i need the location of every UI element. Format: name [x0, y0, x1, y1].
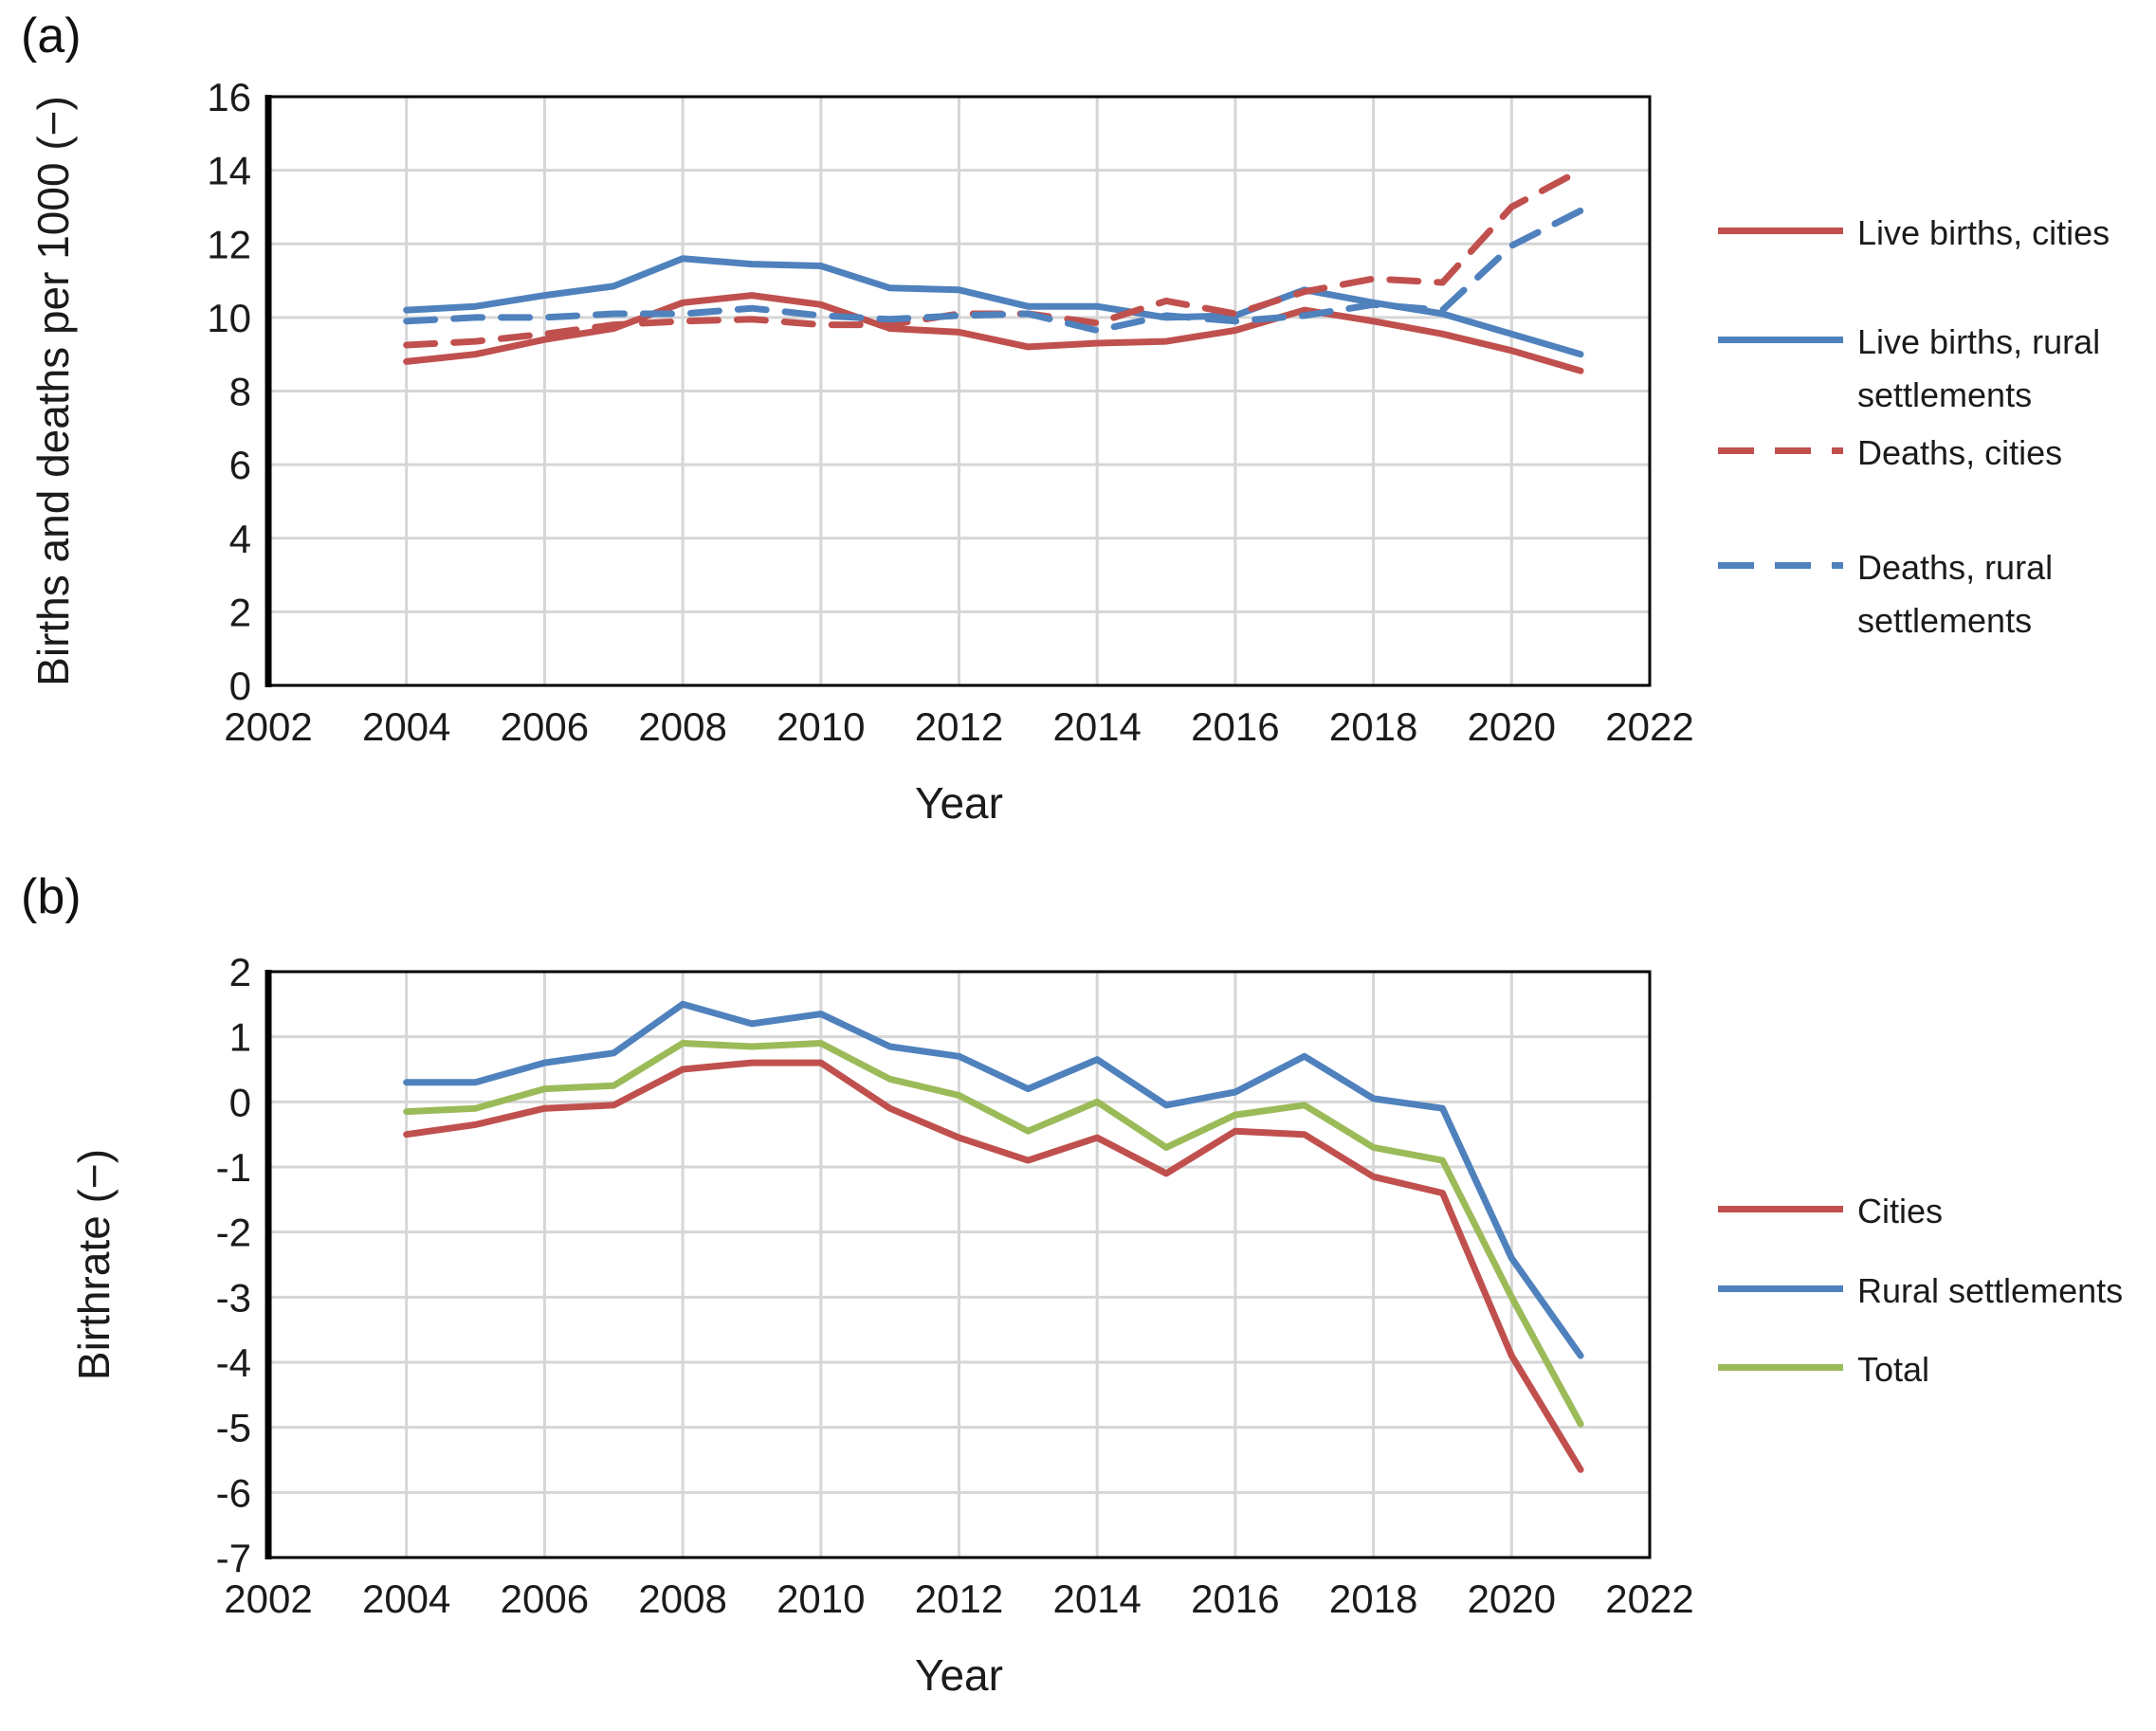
series-line-0 — [403, 292, 1584, 374]
legend-label: Live births, rural settlements — [1857, 322, 2101, 414]
series-line-1 — [403, 1000, 1584, 1359]
y-tick-label: 0 — [229, 1080, 251, 1124]
series-line-0 — [403, 1059, 1584, 1473]
x-tick-label: 2022 — [1605, 704, 1693, 749]
y-axis-title: Births and deaths per 1000 (−) — [28, 96, 78, 686]
x-tick-label: 2008 — [638, 704, 726, 749]
y-tick-label: 2 — [229, 950, 251, 994]
x-tick-label: 2012 — [915, 1576, 1003, 1621]
panel-b-tag: (b) — [21, 869, 82, 924]
y-tick-label: 12 — [207, 222, 251, 266]
x-tick-label: 2022 — [1605, 1576, 1693, 1621]
x-tick-label: 2004 — [362, 704, 450, 749]
legend-label: Deaths, cities — [1857, 433, 2063, 472]
y-tick-label: 1 — [229, 1015, 251, 1060]
series-line-1 — [403, 255, 1584, 358]
y-tick-label: 14 — [207, 149, 251, 193]
x-tick-label: 2018 — [1329, 704, 1417, 749]
series-line-2 — [403, 1040, 1584, 1428]
x-axis-title: Year — [915, 778, 1003, 828]
x-tick-label: 2006 — [501, 704, 589, 749]
legend-label: Cities — [1857, 1192, 1944, 1230]
y-axis-title: Birthrate (−) — [69, 1149, 119, 1380]
legend-item-live-births-rural: Live births, rural settlements — [1718, 316, 2151, 422]
x-tick-label: 2014 — [1052, 1576, 1141, 1621]
y-tick-label: -3 — [216, 1275, 251, 1320]
legend-label: Deaths, rural settlements — [1857, 548, 2054, 640]
x-tick-label: 2016 — [1191, 704, 1279, 749]
legend-item-live-births-cities: Live births, cities — [1718, 207, 2110, 260]
legend-label: Rural settlements — [1857, 1271, 2124, 1310]
x-tick-label: 2002 — [224, 1576, 312, 1621]
legend-item-deaths-cities: Deaths, cities — [1718, 427, 2062, 480]
y-tick-label: -6 — [216, 1470, 251, 1515]
red-dashed-line-swatch — [1718, 447, 1843, 454]
y-tick-label: 8 — [229, 370, 251, 414]
legend-item-rural-settlements: Rural settlements — [1718, 1265, 2123, 1318]
x-tick-label: 2006 — [501, 1576, 589, 1621]
blue-solid-line-swatch — [1718, 337, 1843, 343]
green-solid-line-swatch — [1718, 1364, 1843, 1371]
blue-solid-line-swatch — [1718, 1285, 1843, 1292]
x-tick-label: 2002 — [224, 704, 312, 749]
y-tick-label: -4 — [216, 1340, 251, 1385]
x-tick-label: 2016 — [1191, 1576, 1279, 1621]
red-solid-line-swatch — [1718, 1206, 1843, 1212]
series-line-3 — [403, 207, 1584, 334]
x-tick-label: 2018 — [1329, 1576, 1417, 1621]
x-tick-label: 2020 — [1468, 1576, 1556, 1621]
y-tick-label: -2 — [216, 1211, 251, 1255]
y-tick-label: -5 — [216, 1406, 251, 1450]
chart-panel-b: 2002 2004 2006 2008 2010 2012 2014 2016 2018 2020… — [69, 950, 1694, 1700]
chart-panel-a: 2002 2004 2006 2008 2010 2012 2014 2016 2018 2020… — [28, 75, 1694, 828]
y-tick-label: 4 — [229, 517, 251, 561]
legend-item-deaths-rural: Deaths, rural settlements — [1718, 541, 2151, 647]
y-tick-label: 2 — [229, 590, 251, 634]
y-tick-label: 16 — [207, 75, 251, 119]
panel-a-tag: (a) — [21, 9, 82, 64]
x-tick-label: 2014 — [1052, 704, 1141, 749]
x-tick-label: 2008 — [638, 1576, 726, 1621]
y-tick-label: 0 — [229, 664, 251, 708]
x-tick-label: 2010 — [777, 1576, 865, 1621]
legend-label: Live births, cities — [1857, 213, 2110, 252]
x-tick-label: 2004 — [362, 1576, 450, 1621]
y-tick-label: -7 — [216, 1536, 251, 1580]
y-tick-label: 10 — [207, 296, 251, 340]
x-tick-label: 2012 — [915, 704, 1003, 749]
red-solid-line-swatch — [1718, 228, 1843, 234]
x-axis-title: Year — [915, 1650, 1003, 1700]
legend-label: Total — [1857, 1350, 1930, 1389]
blue-dashed-line-swatch — [1718, 562, 1843, 569]
legend-item-total: Total — [1718, 1343, 1929, 1396]
y-tick-label: -1 — [216, 1145, 251, 1190]
x-tick-label: 2010 — [777, 704, 865, 749]
y-tick-label: 6 — [229, 443, 251, 487]
legend-item-cities: Cities — [1718, 1185, 1943, 1238]
x-tick-label: 2020 — [1468, 704, 1556, 749]
